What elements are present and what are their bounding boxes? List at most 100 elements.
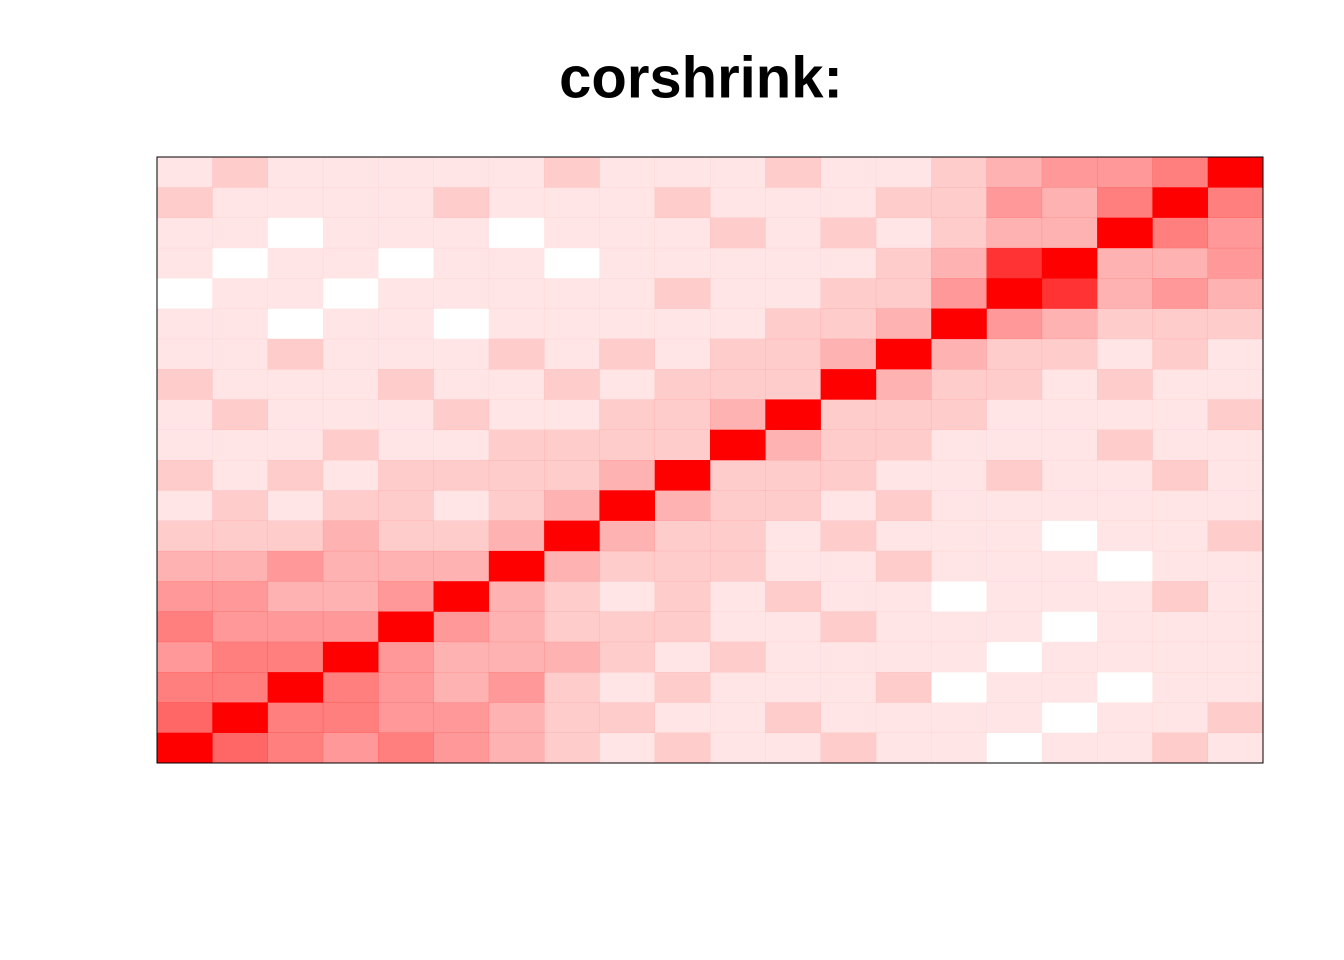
heatmap-cell [212,702,268,733]
heatmap-cell [599,247,655,279]
heatmap-cell [765,247,821,279]
heatmap-cell [820,641,877,673]
heatmap-cell [157,550,213,582]
heatmap-cell [1207,429,1264,461]
heatmap-cell [710,611,766,643]
heatmap-cell [488,581,545,612]
heatmap-cell [544,581,600,612]
heatmap-cell [378,278,434,309]
heatmap-cell [378,581,434,612]
heatmap-cell [1152,308,1208,340]
heatmap-cell [212,611,268,643]
heatmap-cell [489,218,545,249]
heatmap-cell [544,308,600,340]
heatmap-cell [875,429,932,461]
heatmap-cell [1041,308,1098,340]
heatmap-cell [1152,157,1208,188]
heatmap-cell [267,641,324,673]
heatmap-cell [1041,187,1098,218]
heatmap-cell [1097,641,1153,673]
heatmap-cell [931,732,987,764]
heatmap-cell [820,732,877,764]
heatmap-cell [157,702,213,733]
heatmap-cell [488,460,545,491]
heatmap-cell [931,338,987,370]
heatmap-cell [654,702,711,733]
heatmap-cell [544,187,600,218]
heatmap-cell [986,490,1043,521]
heatmap-cell [433,581,490,612]
heatmap-cell [986,672,1043,703]
heatmap-cell [931,490,987,521]
heatmap-cell [710,247,766,279]
heatmap-cell [157,187,213,218]
heatmap-cell [765,278,821,309]
heatmap-cell [599,581,655,612]
heatmap-cell [1152,520,1208,552]
heatmap-cell [1097,702,1153,733]
heatmap-cell [1041,641,1098,673]
heatmap-cell [1207,520,1264,552]
heatmap-cell [1152,369,1208,400]
heatmap-cell [433,338,490,370]
heatmap-cell [433,247,490,279]
heatmap-cell [820,157,877,188]
heatmap-cell [986,702,1043,733]
heatmap-cell [710,641,766,673]
heatmap-cell [267,460,324,491]
heatmap-cell [1097,551,1153,582]
heatmap-cell [654,278,711,309]
heatmap-cell [544,429,600,461]
heatmap-cell [157,369,213,400]
heatmap-cell [654,732,711,764]
heatmap-cell [268,218,324,249]
heatmap-cell [267,369,324,400]
heatmap-cell [1152,460,1208,491]
heatmap-cell [875,308,932,340]
heatmap-cell [986,581,1043,612]
heatmap-cell [820,611,877,643]
heatmap-cell [1097,672,1153,703]
heatmap-cell [544,490,600,521]
heatmap-cell [378,460,434,491]
heatmap-cell [488,732,545,764]
heatmap-cell [322,460,379,491]
heatmap-cell [765,702,821,733]
heatmap-cell [931,369,987,400]
heatmap-cell [765,157,821,188]
heatmap-cell [157,520,213,552]
heatmap-cell [488,702,545,733]
heatmap-cell [1207,338,1264,370]
heatmap-cell [1097,520,1153,552]
heatmap-cell [488,672,545,703]
heatmap-cell [433,520,490,552]
heatmap-cell [268,309,324,340]
heatmap-cell [267,399,324,430]
heatmap-cell [599,550,655,582]
heatmap-cell [322,247,379,279]
heatmap-cell [986,611,1043,643]
heatmap-cell [267,429,324,461]
heatmap-cell [1152,429,1208,461]
heatmap-cell [765,611,821,643]
heatmap-cell [931,247,987,279]
heatmap-cell [820,308,877,340]
heatmap-cell [157,278,213,309]
heatmap-cell [1152,187,1208,218]
heatmap-cell [931,278,987,309]
heatmap-cell [654,429,711,461]
heatmap-cell [1207,550,1264,582]
heatmap-cell [875,702,932,733]
heatmap-cell [599,338,655,370]
heatmap-cell [765,338,821,370]
heatmap-cell [654,490,711,521]
heatmap-cell [1207,369,1264,400]
heatmap-cell [986,338,1043,370]
heatmap-cell [1207,460,1264,491]
heatmap-cell [544,611,600,643]
heatmap-cell [1207,581,1264,612]
heatmap-cell [1041,369,1098,400]
heatmap-cell [931,187,987,218]
heatmap-cell [599,611,655,643]
heatmap-cell [931,520,987,552]
